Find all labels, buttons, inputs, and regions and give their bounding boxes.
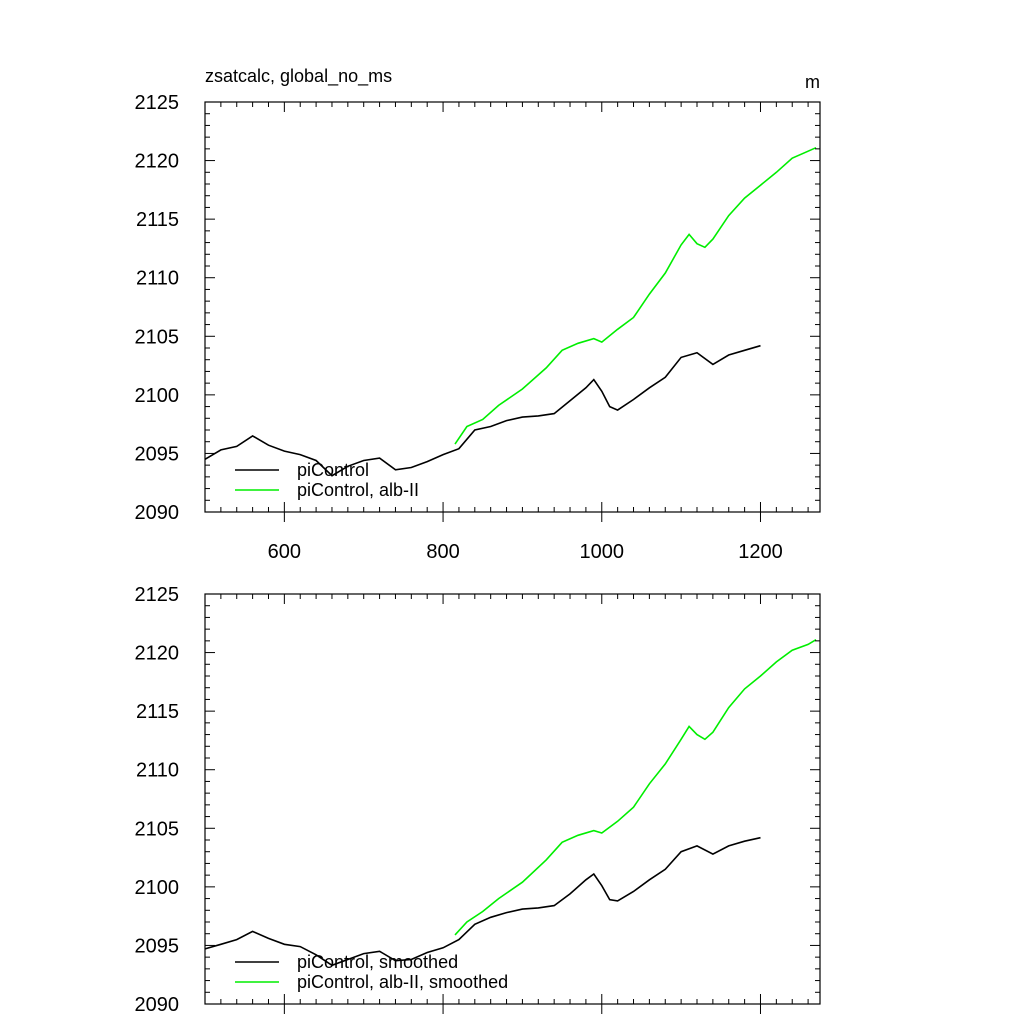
bottom-panel: 2090 2095 2100 2105 2110 2115 2120 2125 piContro… [135,584,821,1016]
plot-frame [204,593,821,1005]
y-tick-label: 2115 [136,701,179,723]
top-panel: 2090 2095 2100 2105 2110 2115 2120 2125 600 800 10… [135,92,821,563]
x-tick-label: 1200 [738,541,783,563]
series-line-picontrol [204,344,761,477]
x-tick-label: 1000 [580,541,625,563]
y-tick-label: 2105 [135,818,180,840]
legend-label: piControl, alb-II [297,480,419,500]
series-line-alb-ii [454,146,817,445]
y-tick-label: 2100 [135,385,180,407]
y-tick-label: 2095 [135,443,180,465]
units-label: m [805,72,820,92]
y-tick-label: 2105 [135,326,180,348]
y-tick-label: 2120 [135,151,180,173]
plot-frame [204,101,821,513]
y-tick-label: 2125 [135,92,180,114]
y-tick-label: 2120 [135,643,180,665]
legend-label: piControl, alb-II, smoothed [297,972,508,992]
series-line-picontrol [204,836,761,967]
legend-label: piControl, smoothed [297,952,458,972]
legend-label: piControl [297,460,369,480]
y-tick-label: 2090 [135,994,180,1016]
y-tick-label: 2110 [136,760,179,782]
series-line-alb-ii [454,639,817,936]
y-tick-label: 2125 [135,584,180,606]
y-tick-label: 2110 [136,268,179,290]
x-tick-label: 800 [426,541,459,563]
y-tick-label: 2100 [135,877,180,899]
x-tick-label: 600 [268,541,301,563]
y-tick-label: 2115 [136,209,179,231]
figure-title: zsatcalc, global_no_ms [205,66,392,87]
y-tick-label: 2090 [135,502,180,524]
y-tick-label: 2095 [135,935,180,957]
